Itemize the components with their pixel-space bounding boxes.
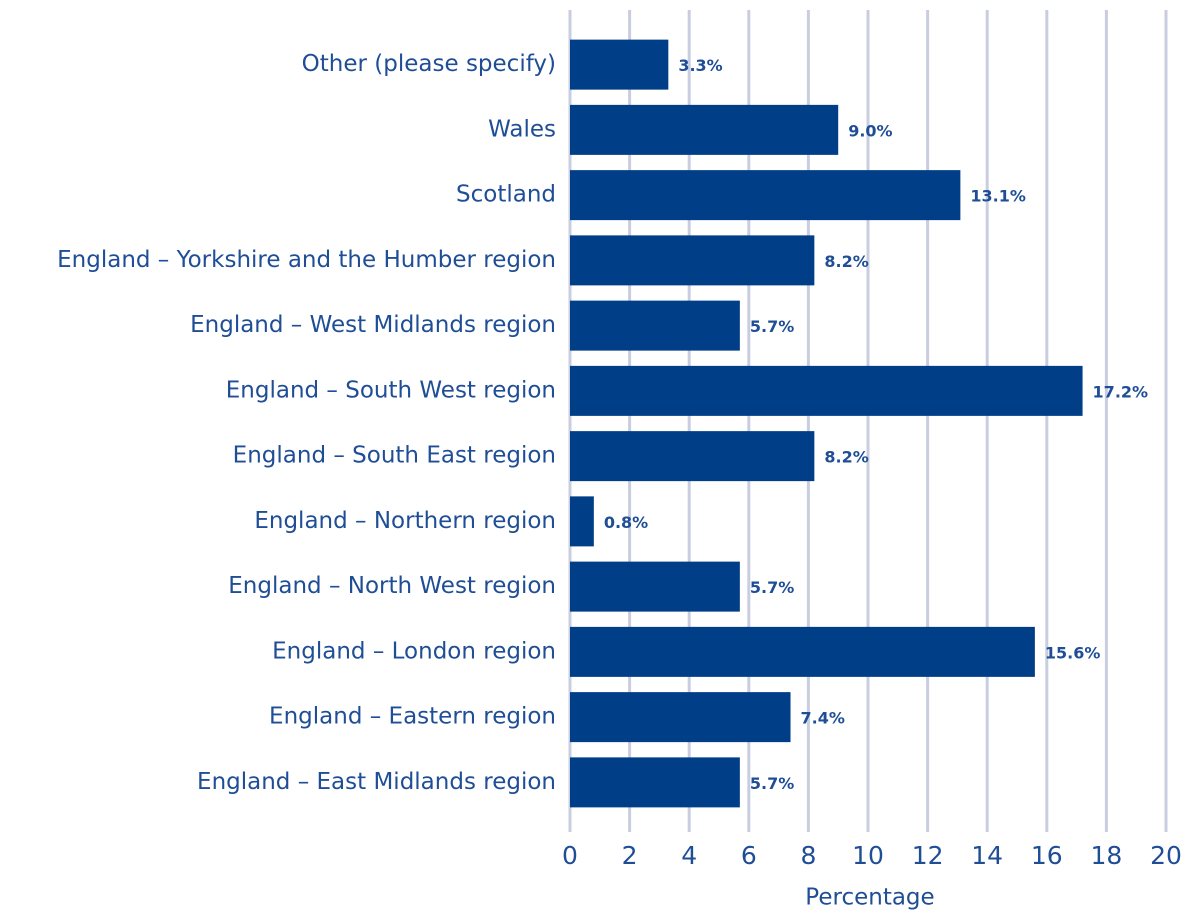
value-label: 3.3% — [678, 56, 722, 75]
value-label: 0.8% — [604, 513, 648, 532]
x-tick-label: 10 — [852, 841, 884, 870]
bar — [570, 39, 669, 90]
y-tick-label: England – South West region — [226, 377, 556, 403]
x-tick-label: 14 — [971, 841, 1003, 870]
x-axis-label: Percentage — [805, 885, 934, 911]
bar — [570, 365, 1083, 416]
bar — [570, 300, 740, 351]
bar — [570, 431, 815, 482]
x-tick-label: 0 — [562, 841, 578, 870]
y-tick-label: England – West Midlands region — [190, 312, 556, 338]
y-tick-label: England – London region — [272, 638, 556, 664]
value-label: 9.0% — [848, 121, 892, 140]
value-label: 15.6% — [1045, 643, 1101, 662]
y-tick-label: Other (please specify) — [302, 51, 556, 77]
y-tick-label: England – Yorkshire and the Humber regio… — [57, 247, 556, 273]
bar — [570, 235, 815, 286]
value-label: 5.7% — [750, 578, 794, 597]
x-tick-label: 20 — [1150, 841, 1182, 870]
y-tick-label: England – Eastern region — [269, 704, 556, 730]
bar — [570, 561, 740, 612]
value-label: 5.7% — [750, 317, 794, 336]
bar — [570, 692, 791, 743]
y-tick-label: Wales — [488, 116, 556, 142]
bar — [570, 757, 740, 808]
bar — [570, 626, 1035, 677]
y-tick-label: England – North West region — [228, 573, 556, 599]
x-tick-label: 8 — [800, 841, 816, 870]
bar — [570, 496, 594, 547]
value-label: 7.4% — [801, 709, 845, 728]
x-tick-label: 18 — [1090, 841, 1122, 870]
value-label: 17.2% — [1093, 382, 1149, 401]
y-tick-label: England – Northern region — [254, 508, 556, 534]
value-label: 8.2% — [824, 448, 868, 467]
value-label: 13.1% — [970, 187, 1026, 206]
bar — [570, 170, 961, 221]
x-tick-label: 12 — [912, 841, 944, 870]
x-tick-label: 2 — [622, 841, 638, 870]
y-tick-label: England – East Midlands region — [197, 769, 556, 795]
y-tick-label: England – South East region — [233, 443, 556, 469]
value-label: 5.7% — [750, 774, 794, 793]
x-tick-label: 6 — [741, 841, 757, 870]
x-tick-label: 4 — [681, 841, 697, 870]
value-label: 8.2% — [824, 252, 868, 271]
x-tick-label: 16 — [1031, 841, 1063, 870]
y-tick-label: Scotland — [456, 182, 556, 208]
bar — [570, 104, 839, 155]
